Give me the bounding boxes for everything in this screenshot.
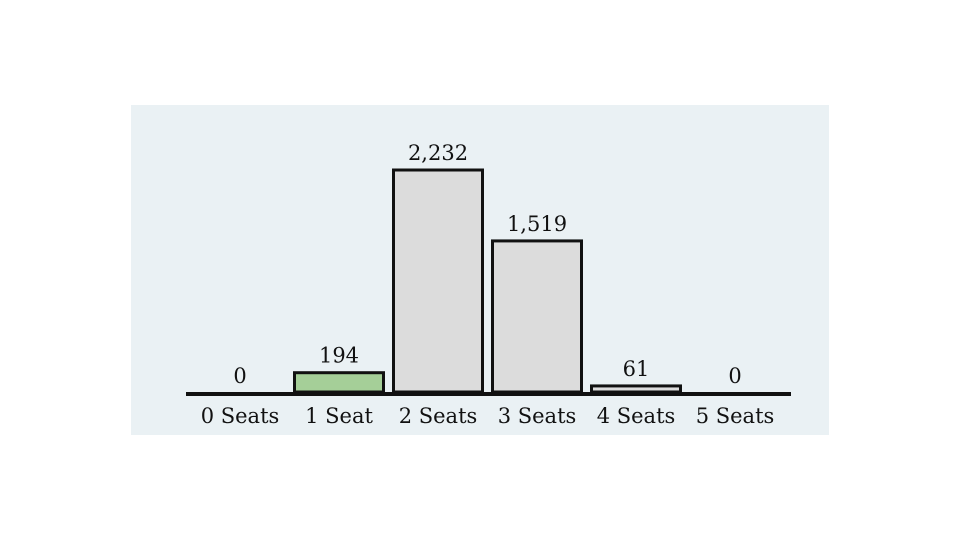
value-label-3-seats: 1,519: [507, 212, 567, 236]
value-label-2-seats: 2,232: [408, 141, 468, 165]
value-label-4-seats: 61: [623, 357, 650, 381]
category-tick-labels-group: 0 Seats 1 Seat 2 Seats 3 Seats 4 Seats 5 Seat…: [201, 404, 775, 428]
bar-1-seat: [293, 371, 385, 394]
bar-4-seats: [590, 384, 682, 394]
bar-3-seats: [491, 239, 583, 394]
value-labels-group: 0 194 2,232 1,519 61 0: [233, 141, 741, 388]
value-label-1-seat: 194: [319, 344, 359, 368]
x-tick-label-3-seats: 3 Seats: [498, 404, 577, 428]
x-tick-label-5-seats: 5 Seats: [696, 404, 775, 428]
value-label-0-seats: 0: [233, 364, 246, 388]
bar-2-seats: [392, 168, 484, 394]
x-tick-label-2-seats: 2 Seats: [399, 404, 478, 428]
x-tick-label-1-seat: 1 Seat: [305, 404, 373, 428]
value-label-5-seats: 0: [728, 364, 741, 388]
x-tick-label-4-seats: 4 Seats: [597, 404, 676, 428]
bars-group: [293, 168, 682, 394]
x-tick-label-0-seats: 0 Seats: [201, 404, 280, 428]
